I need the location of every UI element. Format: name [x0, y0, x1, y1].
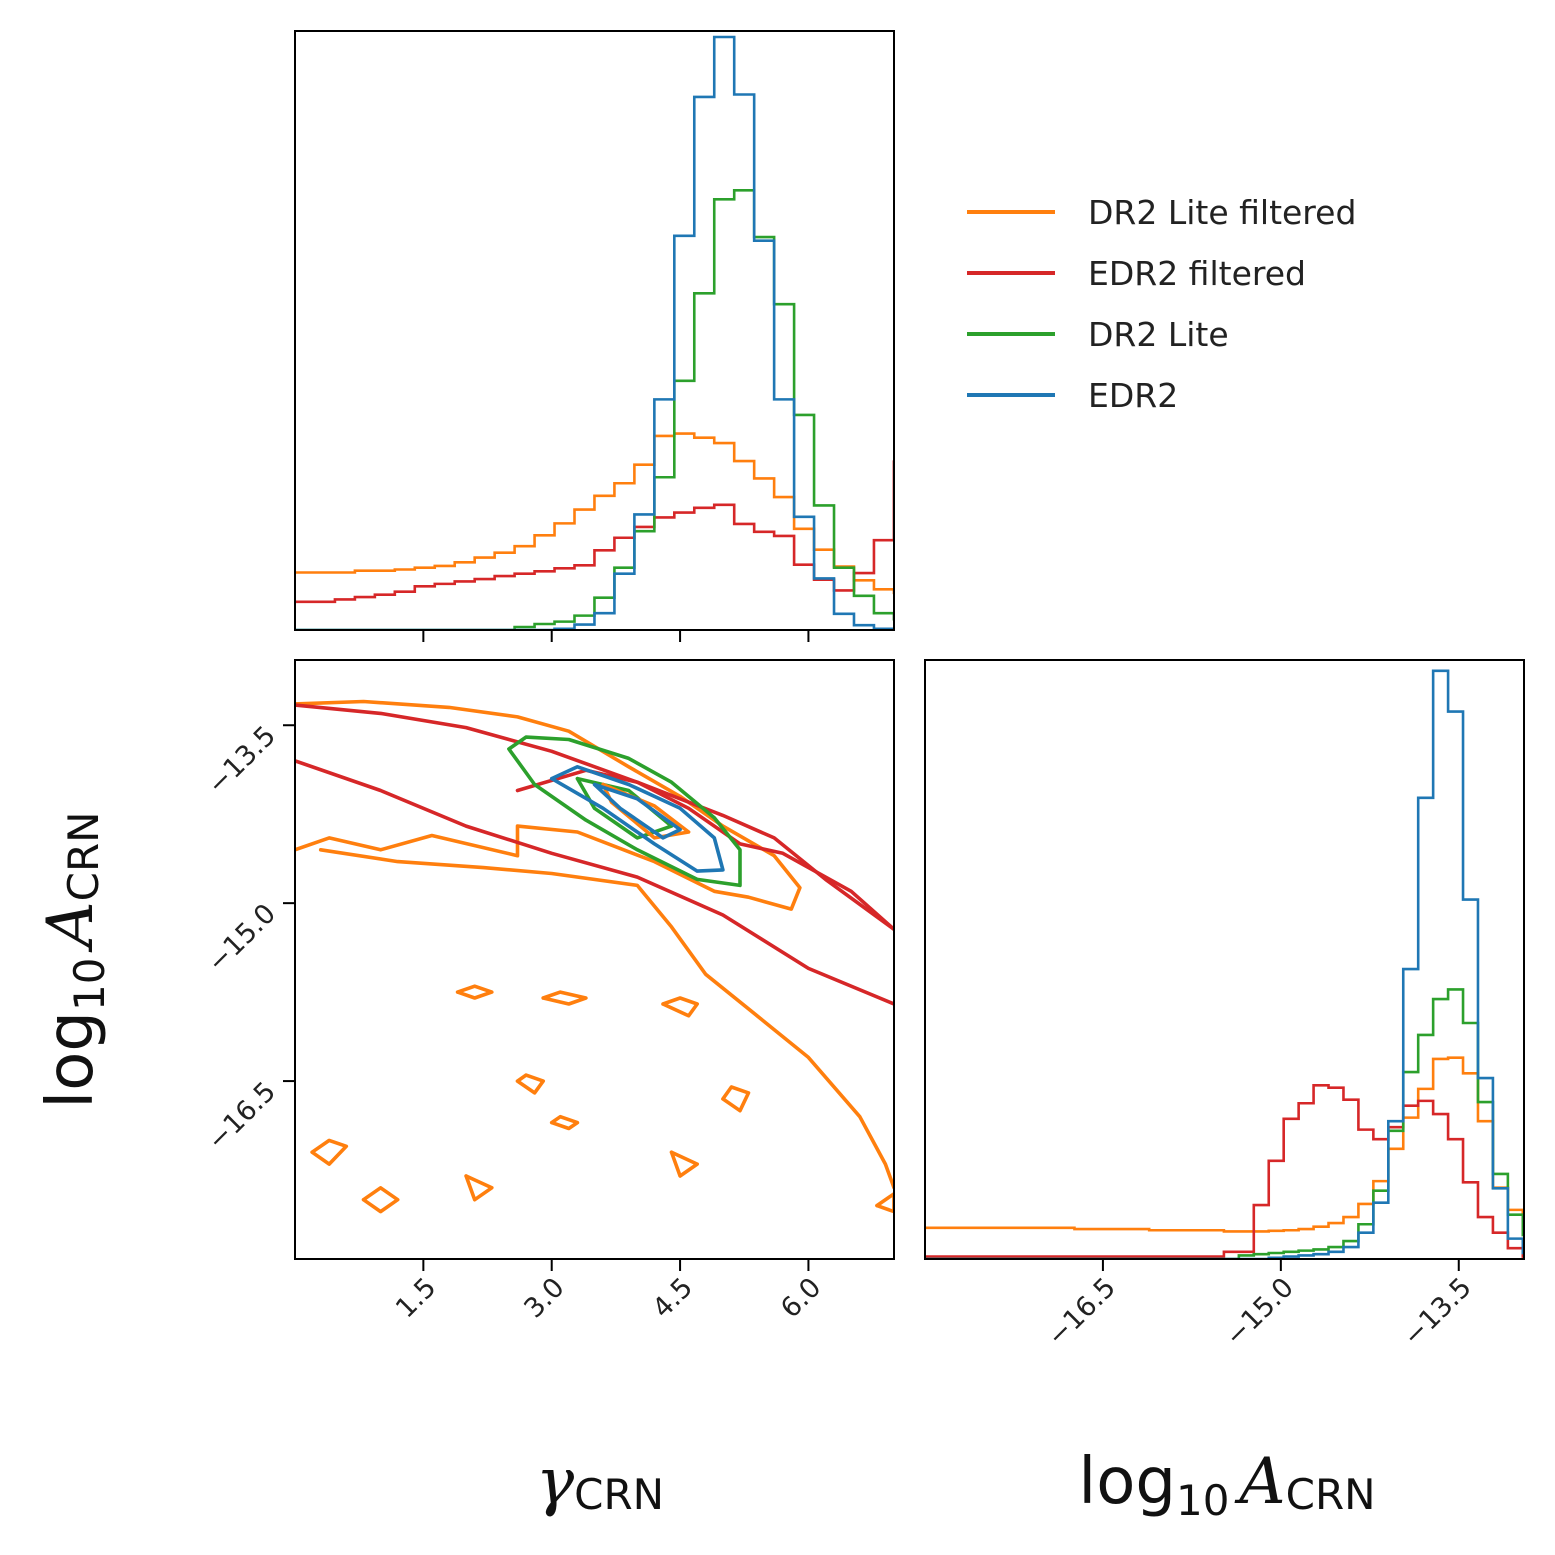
gamma-tick-label: 1.5 [390, 1272, 442, 1324]
contour-edr2-1 [592, 782, 682, 840]
gamma-hist-dr2-lite-filtered [295, 432, 894, 595]
contour-dr2-lite-filtered-11 [549, 1114, 580, 1131]
legend-label: EDR2 [1088, 376, 1178, 415]
contour-dr2-lite-filtered-10 [515, 1073, 545, 1095]
contour-dr2-lite-filtered-7 [455, 984, 494, 1000]
gamma-tick-label: 6.0 [775, 1272, 827, 1324]
gamma-hist-edr2 [295, 35, 894, 630]
logA-hist-frame [924, 659, 1525, 1260]
logA-x-tick-label: −16.5 [1041, 1272, 1121, 1352]
axis-ticks: 1.5 3.0 4.5 6.0 −16.5 −16.5 −15.0 −15.0 −13.5 −13… [202, 630, 1478, 1352]
contour-dr2-lite-filtered-9 [661, 996, 699, 1018]
logA-hist-edr2-filtered [925, 1083, 1524, 1258]
logA-y-tick-label: −16.5 [202, 1076, 282, 1156]
contour-dr2-lite-filtered-3 [361, 1186, 400, 1214]
logA-hist-dr2-lite [925, 988, 1524, 1259]
logA-histogram-panel [924, 659, 1525, 1260]
logA-hist-edr2 [925, 669, 1524, 1259]
legend-label: EDR2 filtered [1088, 254, 1306, 293]
contour-dr2-lite-filtered-4 [464, 1174, 494, 1202]
joint-frame [294, 659, 895, 1260]
legend: DR2 Lite filtered EDR2 filtered DR2 Lite ED… [967, 193, 1356, 415]
y-axis-label-logA: log10ACRN [34, 811, 114, 1108]
logA-x-tick-label: −13.5 [1397, 1272, 1477, 1352]
contour-dr2-lite-filtered-12 [721, 1085, 751, 1113]
contour-dr2-lite-filtered-8 [541, 990, 588, 1006]
gamma-hist-edr2-filtered [295, 460, 894, 604]
legend-label: DR2 Lite filtered [1088, 193, 1356, 232]
legend-label: DR2 Lite [1088, 315, 1229, 354]
gamma-hist-frame [294, 30, 895, 631]
gamma-hist-dr2-lite [295, 189, 894, 630]
contour-dr2-lite-filtered-1 [318, 848, 894, 1190]
logA-y-tick-label: −15.0 [202, 898, 282, 978]
logA-x-tick-label: −15.0 [1219, 1272, 1299, 1352]
x-axis-label-logA: log10 ACRN [1078, 1445, 1375, 1525]
contour-edr2-filtered-1 [295, 759, 894, 1006]
gamma-tick-label: 3.0 [518, 1272, 570, 1324]
gamma-tick-label: 4.5 [647, 1272, 699, 1324]
contour-dr2-lite-filtered-5 [669, 1150, 699, 1178]
logA-y-tick-label: −13.5 [202, 720, 282, 800]
gamma-histogram-panel [294, 30, 895, 631]
logA-hist-dr2-lite-filtered [925, 1056, 1524, 1233]
contour-dr2-lite-filtered-6 [875, 1192, 894, 1214]
x-axis-label-gamma: γCRN [536, 1445, 664, 1519]
contour-dr2-lite-filtered-0 [295, 699, 802, 911]
contour-edr2-filtered-0 [295, 703, 894, 932]
contour-edr2-0 [549, 765, 725, 873]
contour-dr2-lite-filtered-2 [310, 1138, 349, 1166]
joint-contour-panel [294, 659, 895, 1260]
contour-dr2-lite-0 [507, 735, 742, 888]
